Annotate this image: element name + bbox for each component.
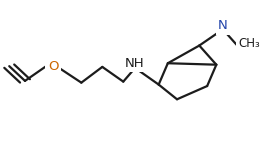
Text: N: N bbox=[218, 19, 228, 32]
Text: O: O bbox=[48, 60, 58, 73]
Text: CH₃: CH₃ bbox=[239, 37, 260, 50]
Text: NH: NH bbox=[125, 57, 144, 70]
